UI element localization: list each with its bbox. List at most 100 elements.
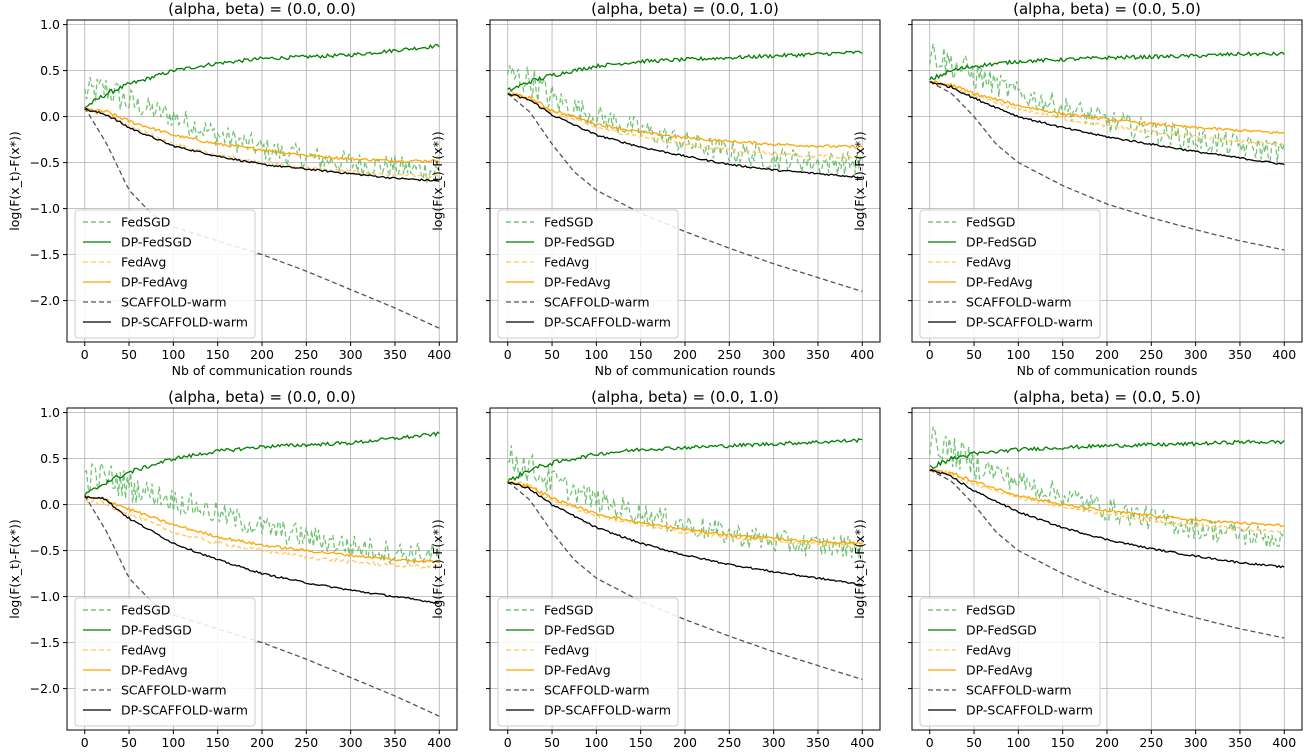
legend-label: DP-SCAFFOLD-warm (544, 315, 671, 330)
series-line-dp-fedavg (84, 495, 440, 564)
legend-label: DP-FedAvg (966, 663, 1033, 678)
x-tick-label: 350 (383, 735, 407, 749)
legend: FedSGD DP-FedSGD FedAvg DP-FedAvg SCAFFOLD-w… (497, 209, 679, 339)
series-line-dp-scaffold-warm (84, 495, 440, 605)
x-tick-label: 0 (504, 347, 512, 362)
x-tick-label: 400 (427, 347, 451, 362)
legend-label: FedAvg (544, 643, 589, 658)
x-tick-label: 50 (966, 735, 982, 749)
legend-label: DP-FedSGD (121, 235, 192, 250)
legend-label: FedAvg (121, 643, 166, 658)
x-tick-label: 250 (717, 347, 741, 362)
series-line-fedavg (507, 479, 863, 549)
legend-box (74, 597, 256, 727)
series-line-dp-fedavg (507, 481, 863, 545)
series-line-fedavg (84, 107, 440, 180)
legend-label: DP-FedSGD (966, 235, 1037, 250)
x-tick-label: 350 (806, 347, 830, 362)
chart-panel: 0 50 100 150 200 250 300 350 400 1.0 0.5 0.0 −0.5 −1.… (7, 388, 458, 753)
x-tick-label: 50 (544, 347, 560, 362)
x-tick-label: 150 (206, 735, 230, 749)
legend-label: FedSGD (121, 215, 170, 230)
legend-box (497, 209, 679, 339)
y-axis-label: log(F(x_t)-F(x*)) (7, 131, 22, 230)
series-line-fedsgd (929, 426, 1285, 548)
legend-box (919, 597, 1101, 727)
x-tick-label: 250 (1139, 347, 1163, 362)
legend-label: DP-FedAvg (544, 663, 611, 678)
series-line-scaffold-warm (84, 495, 440, 717)
y-axis-label: log(F(x_t)-F(x*)) (852, 519, 867, 618)
x-tick-label: 200 (250, 735, 274, 749)
series-line-fedsgd (84, 460, 440, 565)
x-tick-label: 350 (806, 735, 830, 749)
legend-label: FedSGD (966, 215, 1015, 230)
x-tick-label: 100 (584, 735, 608, 749)
legend-label: FedAvg (966, 255, 1011, 270)
y-axis-label: log(F(x_t)-F(x*)) (7, 519, 22, 618)
x-tick-label: 50 (121, 347, 137, 362)
series-line-fedavg (929, 79, 1285, 146)
legend-label: DP-SCAFFOLD-warm (121, 315, 248, 330)
x-tick-label: 400 (427, 735, 451, 749)
x-tick-label: 0 (926, 347, 934, 362)
legend-label: FedSGD (544, 215, 593, 230)
x-tick-label: 350 (1228, 347, 1252, 362)
x-tick-label: 100 (584, 347, 608, 362)
legend-label: FedAvg (966, 643, 1011, 658)
legend-label: FedAvg (544, 255, 589, 270)
legend-label: SCAFFOLD-warm (966, 683, 1072, 698)
x-tick-label: 50 (966, 347, 982, 362)
chart-title: (alpha, beta) = (0.0, 0.0) (168, 0, 356, 18)
legend: FedSGD DP-FedSGD FedAvg DP-FedAvg SCAFFOLD-w… (919, 209, 1101, 339)
x-tick-label: 300 (762, 347, 786, 362)
series-line-fedsgd (84, 76, 440, 184)
series-line-dp-fedsgd (507, 438, 863, 483)
series-line-fedavg (84, 498, 440, 570)
chart-panel: 0 50 100 150 200 250 300 350 400 (alpha, beta) = … (430, 388, 881, 753)
series-line-dp-scaffold-warm (507, 481, 863, 586)
series-line-dp-fedavg (929, 80, 1285, 135)
x-tick-label: 0 (926, 735, 934, 749)
legend: FedSGD DP-FedSGD FedAvg DP-FedAvg SCAFFOLD-w… (74, 209, 256, 339)
legend-label: FedSGD (966, 603, 1015, 618)
legend-label: SCAFFOLD-warm (966, 295, 1072, 310)
chart-title: (alpha, beta) = (0.0, 1.0) (591, 388, 779, 406)
x-tick-label: 300 (339, 735, 363, 749)
x-tick-label: 250 (294, 347, 318, 362)
y-tick-label: 1.0 (40, 17, 60, 32)
series-line-scaffold-warm (929, 81, 1285, 251)
y-tick-label: −1.5 (30, 247, 60, 262)
x-tick-label: 150 (629, 347, 653, 362)
x-tick-label: 250 (294, 735, 318, 749)
series-line-scaffold-warm (929, 469, 1285, 639)
x-tick-label: 150 (629, 735, 653, 749)
x-tick-label: 300 (1184, 735, 1208, 749)
y-tick-label: −1.5 (30, 635, 60, 650)
y-axis-label: log(F(x_t)-F(x*)) (430, 519, 445, 618)
y-axis-label: log(F(x_t)-F(x*)) (430, 131, 445, 230)
series-line-fedsgd (507, 445, 863, 558)
x-tick-label: 100 (1006, 735, 1030, 749)
chart-title: (alpha, beta) = (0.0, 5.0) (1013, 388, 1201, 406)
legend-box (74, 209, 256, 339)
x-tick-label: 350 (383, 347, 407, 362)
y-tick-label: 0.0 (40, 497, 60, 512)
x-tick-label: 100 (1006, 347, 1030, 362)
legend-label: DP-FedSGD (966, 623, 1037, 638)
x-tick-label: 0 (81, 735, 89, 749)
series-line-scaffold-warm (507, 93, 863, 293)
series-line-dp-fedsgd (929, 439, 1285, 470)
x-axis-label: Nb of communication rounds (172, 363, 353, 378)
legend-label: SCAFFOLD-warm (121, 295, 227, 310)
x-tick-label: 400 (1272, 735, 1296, 749)
series-line-fedavg (507, 90, 863, 160)
series-line-scaffold-warm (507, 481, 863, 681)
y-tick-label: −0.5 (30, 543, 60, 558)
series-line-dp-scaffold-warm (507, 93, 863, 179)
legend-label: DP-FedSGD (544, 235, 615, 250)
y-tick-label: −2.0 (30, 681, 60, 696)
x-tick-label: 150 (206, 347, 230, 362)
